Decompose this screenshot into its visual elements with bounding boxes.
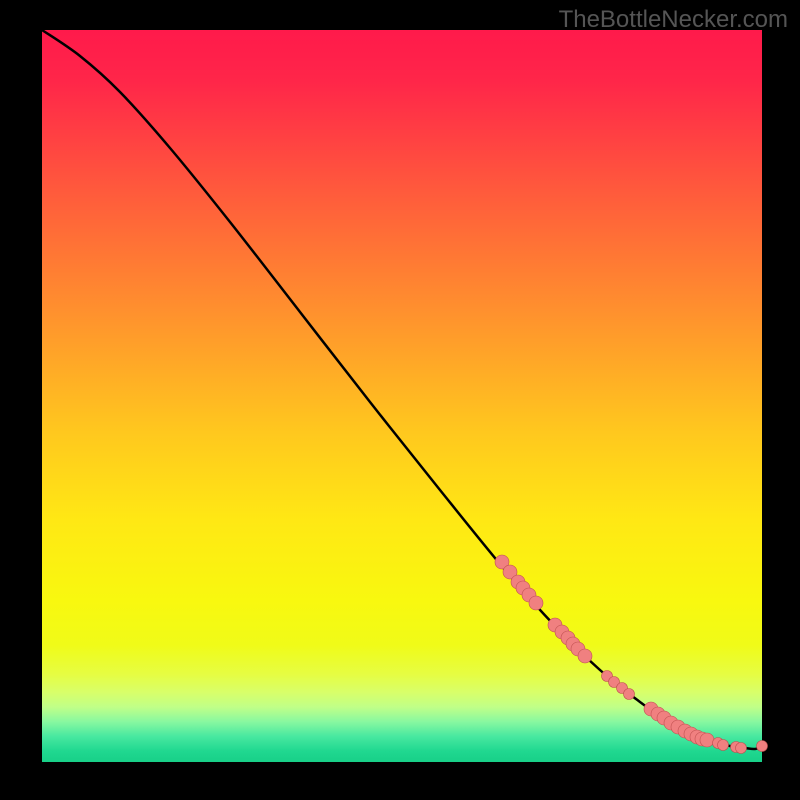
data-marker [529,596,543,610]
data-marker [757,741,768,752]
data-marker [578,649,592,663]
data-marker [718,740,729,751]
chart-frame: TheBottleNecker.com [0,0,800,800]
watermark-text: TheBottleNecker.com [559,6,788,34]
bottleneck-curve [42,30,762,749]
data-marker [624,689,635,700]
curve-layer [0,0,800,800]
data-marker [700,733,714,747]
data-marker [736,743,747,754]
